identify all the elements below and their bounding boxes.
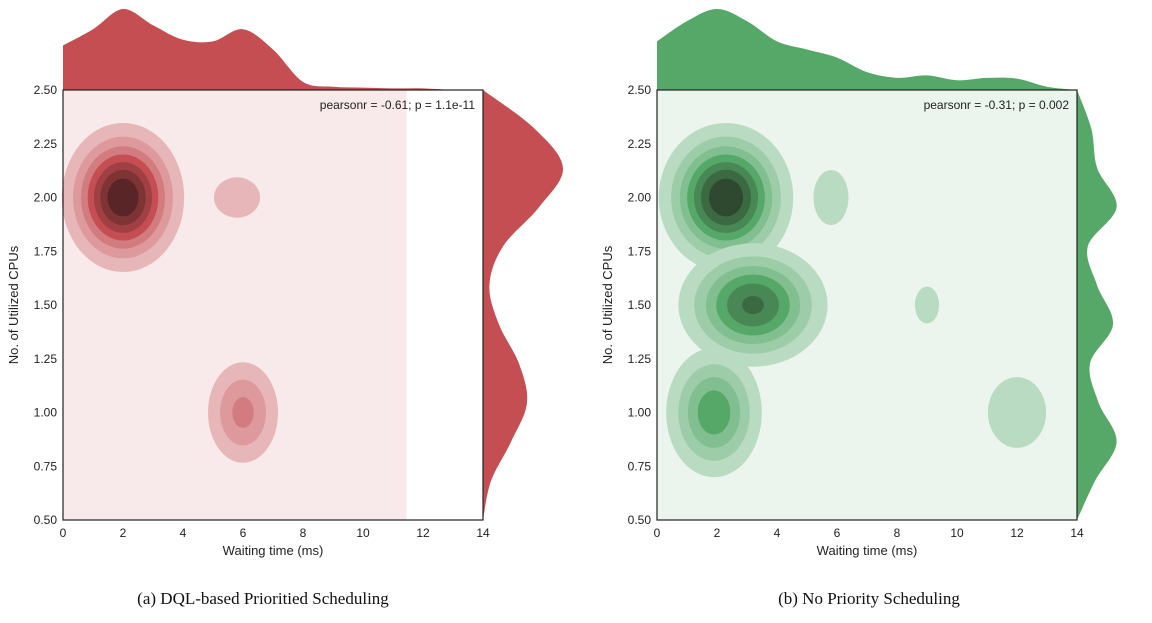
panel-b-annotation: pearsonr = -0.31; p = 0.002 [924,98,1070,112]
panel-a-y-tick-label: 1.50 [34,298,58,312]
panel-a-marginal-y [483,90,564,520]
panel-b-y-axis-label: No. of Utilized CPUs [600,245,615,364]
panel-b-marginal-y [1077,90,1117,520]
panel-a-x-ticks: 0 2 4 6 8 10 12 14 [60,526,490,540]
panel-b-x-tick-label: 14 [1070,526,1084,540]
panel-a-x-tick-label: 14 [476,526,490,540]
panel-b-contour-peak6-level1 [987,377,1047,448]
panel-a-marginal-x [63,8,483,91]
panel-a-x-tick-label: 8 [300,526,307,540]
panel-b-contour-peak2-level6 [742,295,764,315]
panel-b-density-contours [658,122,1047,478]
panel-a-y-tick-label: 0.75 [34,459,58,473]
panel-b-contour-peak3-level4 [697,390,731,435]
panel-b-caption: (b) No Priority Scheduling [778,589,960,608]
panel-b: 0 2 4 6 8 10 12 14 0.50 0.75 1.00 1.25 1.50 1.75 2.00… [600,9,1117,608]
panel-b-x-tick-label: 12 [1010,526,1024,540]
panel-b-y-tick-label: 1.50 [628,298,652,312]
panel-b-x-tick-label: 10 [950,526,964,540]
panel-b-contour-peak4-level1 [813,170,849,225]
panel-a-plot-frame [62,89,484,521]
panel-a-x-tick-label: 0 [60,526,67,540]
panel-a-x-tick-label: 12 [416,526,430,540]
panel-b-y-tick-label: 2.00 [628,191,652,205]
panel-a-contour-peak2-level1 [213,177,261,218]
panel-b-y-tick-label: 0.50 [628,513,652,527]
panel-a-x-tick-label: 2 [120,526,127,540]
panel-b-y-tick-label: 0.75 [628,459,652,473]
panel-a-y-tick-label: 1.25 [34,352,58,366]
panel-a-y-tick-label: 1.00 [34,406,58,420]
panel-a-x-tick-label: 4 [180,526,187,540]
panel-b-x-ticks: 0 2 4 6 8 10 12 14 [654,526,1084,540]
panel-a-annotation: pearsonr = -0.61; p = 1.1e-11 [320,98,476,112]
panel-a-y-tick-label: 2.25 [34,137,58,151]
panel-a: 0 2 4 6 8 10 12 14 0.50 0.75 1.00 1.25 1.50 1.75 2.00… [6,8,564,608]
panel-b-plot-frame [656,89,1078,521]
panel-b-y-tick-label: 1.00 [628,406,652,420]
panel-a-x-axis-label: Waiting time (ms) [223,543,324,558]
panel-a-caption: (a) DQL-based Prioritied Scheduling [137,589,389,608]
panel-a-x-tick-label: 10 [356,526,370,540]
panel-b-x-tick-label: 6 [834,526,841,540]
panel-a-y-tick-label: 0.50 [34,513,58,527]
panel-b-x-tick-label: 8 [894,526,901,540]
panel-b-y-tick-label: 1.75 [628,244,652,258]
panel-b-marginal-x [657,9,1077,90]
panel-b-x-tick-label: 2 [714,526,721,540]
panel-a-contour-peak3-level3 [232,397,254,428]
panel-a-x-tick-label: 6 [240,526,247,540]
panel-a-y-ticks: 0.50 0.75 1.00 1.25 1.50 1.75 2.00 2.25 2.50 [34,83,58,527]
panel-b-contour-peak5-level1 [914,286,940,324]
panel-a-density-contours [61,122,279,463]
panel-b-x-tick-label: 0 [654,526,661,540]
panel-b-y-tick-label: 1.25 [628,352,652,366]
panel-a-y-tick-label: 2.50 [34,83,58,97]
panel-b-y-tick-label: 2.50 [628,83,652,97]
panel-a-y-tick-label: 1.75 [34,244,58,258]
panel-b-y-ticks: 0.50 0.75 1.00 1.25 1.50 1.75 2.00 2.25 2.50 [628,83,652,527]
panel-a-y-tick-label: 2.00 [34,191,58,205]
panel-b-x-axis-label: Waiting time (ms) [817,543,918,558]
panel-a-y-axis-label: No. of Utilized CPUs [6,245,21,364]
panel-b-x-tick-label: 4 [774,526,781,540]
panel-b-y-tick-label: 2.25 [628,137,652,151]
